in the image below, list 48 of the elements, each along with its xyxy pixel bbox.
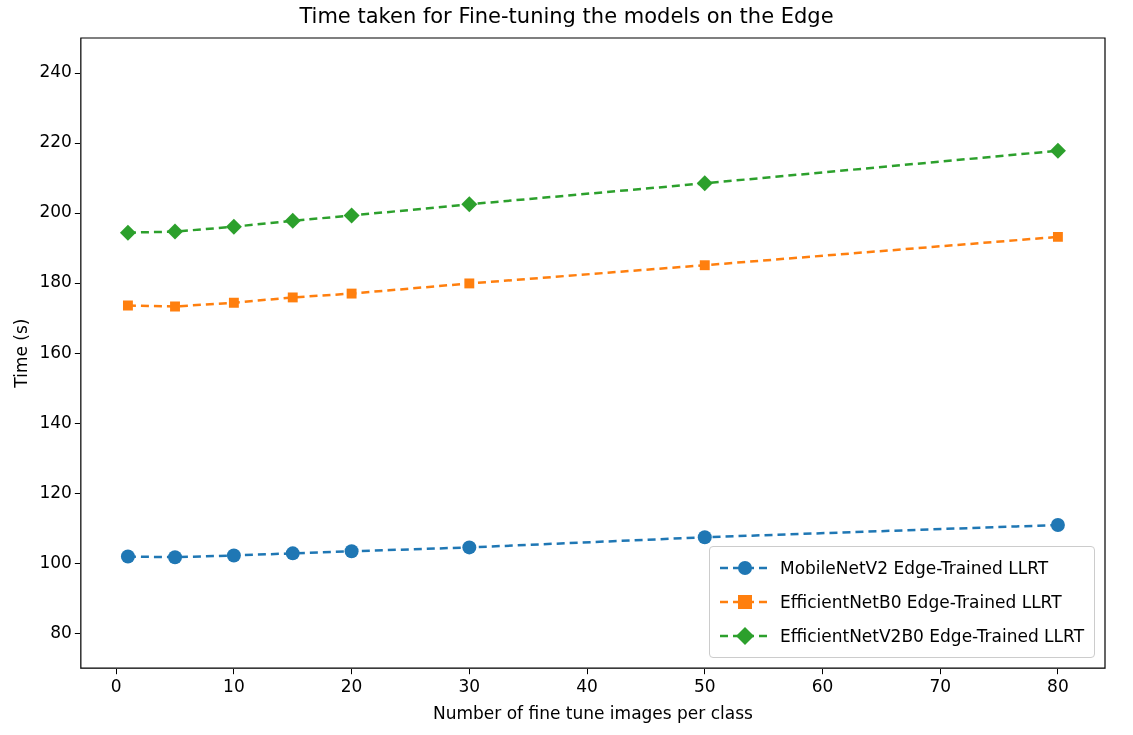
point — [228, 297, 239, 308]
point — [119, 224, 136, 241]
point — [285, 546, 300, 561]
y-axis-title: Time (s) — [10, 318, 31, 389]
y-tick-label: 180 — [39, 271, 72, 292]
point — [287, 292, 298, 303]
legend-label: EfficientNetB0 Edge-Trained LLRT — [780, 592, 1062, 613]
y-tick-label: 220 — [39, 131, 72, 152]
point — [120, 549, 135, 564]
x-tick-label: 0 — [110, 675, 122, 696]
x-axis-title: Number of fine tune images per class — [432, 703, 754, 724]
x-tick-label: 40 — [576, 675, 598, 696]
y-tick-label: 240 — [39, 61, 72, 82]
y-tick-label: 160 — [39, 341, 72, 362]
point — [1052, 231, 1063, 242]
x-tick-label: 50 — [693, 675, 716, 696]
y-tick-label: 120 — [39, 481, 72, 502]
point — [464, 278, 475, 289]
y-tick-label: 80 — [50, 621, 72, 642]
point — [170, 301, 180, 312]
point — [697, 530, 712, 545]
point — [343, 207, 360, 224]
point — [225, 218, 242, 235]
chart-title: Time taken for Fine-tuning the models on the Edge — [298, 4, 835, 28]
point — [696, 175, 713, 192]
point — [226, 548, 241, 563]
point — [284, 212, 301, 229]
y-tick-label: 200 — [39, 201, 72, 222]
legend-label: EfficientNetV2B0 Edge-Trained LLRT — [780, 626, 1085, 647]
y-tick-label: 140 — [39, 411, 72, 432]
point — [1050, 518, 1065, 533]
legend-label: MobileNetV2 Edge-Trained LLRT — [780, 558, 1049, 579]
point — [168, 550, 183, 565]
point — [1049, 142, 1066, 159]
x-tick-label: 70 — [929, 675, 952, 696]
point — [461, 196, 478, 213]
x-tick-label: 20 — [340, 675, 363, 696]
x-tick-label: 30 — [458, 675, 481, 696]
x-tick-label: 60 — [811, 675, 834, 696]
point — [699, 260, 710, 271]
point — [167, 223, 184, 240]
point — [462, 540, 477, 555]
point — [344, 544, 359, 559]
point — [346, 288, 357, 299]
x-tick-label: 10 — [223, 675, 245, 696]
y-tick-label: 100 — [39, 551, 72, 572]
x-tick-label: 80 — [1047, 675, 1069, 696]
point — [122, 300, 133, 311]
